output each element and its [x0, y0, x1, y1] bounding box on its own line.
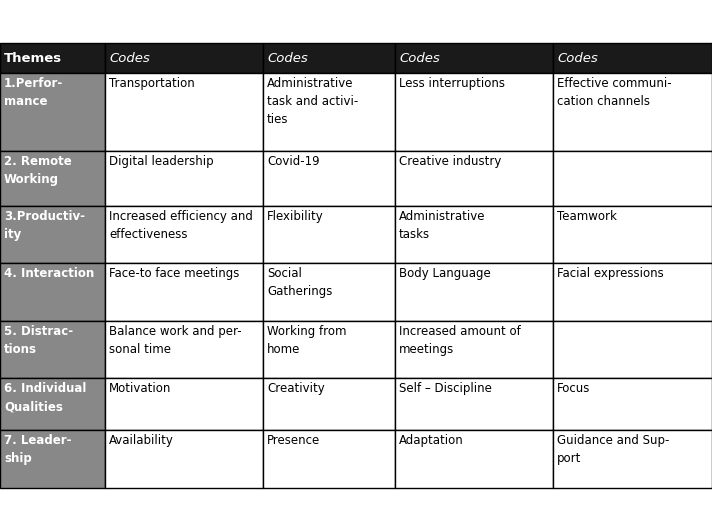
- Text: 1.Perfor-
mance: 1.Perfor- mance: [4, 77, 63, 108]
- Text: Administrative
tasks: Administrative tasks: [399, 210, 486, 241]
- Bar: [395, 206, 553, 263]
- Bar: [0, 73, 105, 151]
- Text: Motivation: Motivation: [109, 382, 172, 395]
- Bar: [553, 263, 712, 321]
- Text: Less interruptions: Less interruptions: [399, 77, 505, 90]
- Text: Social
Gatherings: Social Gatherings: [267, 267, 333, 298]
- Text: Body Language: Body Language: [399, 267, 491, 280]
- Bar: [263, 378, 395, 430]
- Bar: [0, 378, 105, 430]
- Bar: [263, 263, 395, 321]
- Text: Transportation: Transportation: [109, 77, 195, 90]
- Text: Presence: Presence: [267, 434, 320, 447]
- Text: Guidance and Sup-
port: Guidance and Sup- port: [557, 434, 669, 465]
- Text: Focus: Focus: [557, 382, 590, 395]
- Text: Creativity: Creativity: [267, 382, 325, 395]
- Bar: [395, 73, 553, 151]
- Bar: [395, 321, 553, 378]
- Text: Administrative
task and activi-
ties: Administrative task and activi- ties: [267, 77, 358, 126]
- Text: Digital leadership: Digital leadership: [109, 155, 214, 168]
- Text: Covid-19: Covid-19: [267, 155, 320, 168]
- Text: Codes: Codes: [109, 52, 150, 64]
- Bar: [395, 263, 553, 321]
- Bar: [553, 378, 712, 430]
- Text: Facial expressions: Facial expressions: [557, 267, 664, 280]
- Bar: [395, 43, 553, 73]
- Bar: [263, 206, 395, 263]
- Bar: [0, 43, 105, 73]
- Bar: [105, 430, 263, 488]
- Text: Creative industry: Creative industry: [399, 155, 501, 168]
- Bar: [263, 430, 395, 488]
- Bar: [105, 378, 263, 430]
- Text: Increased amount of
meetings: Increased amount of meetings: [399, 325, 520, 356]
- Text: Codes: Codes: [267, 52, 308, 64]
- Bar: [395, 151, 553, 206]
- Text: 2. Remote
Working: 2. Remote Working: [4, 155, 72, 186]
- Bar: [395, 430, 553, 488]
- Text: Working from
home: Working from home: [267, 325, 347, 356]
- Bar: [553, 43, 712, 73]
- Bar: [105, 263, 263, 321]
- Text: Face-to face meetings: Face-to face meetings: [109, 267, 239, 280]
- Text: Flexibility: Flexibility: [267, 210, 324, 223]
- Bar: [263, 43, 395, 73]
- Bar: [105, 43, 263, 73]
- Bar: [0, 206, 105, 263]
- Bar: [105, 206, 263, 263]
- Bar: [0, 321, 105, 378]
- Bar: [553, 73, 712, 151]
- Text: Effective communi-
cation channels: Effective communi- cation channels: [557, 77, 671, 108]
- Text: 7. Leader-
ship: 7. Leader- ship: [4, 434, 71, 465]
- Text: Self – Discipline: Self – Discipline: [399, 382, 492, 395]
- Bar: [263, 151, 395, 206]
- Text: Adaptation: Adaptation: [399, 434, 464, 447]
- Text: Increased efficiency and
effectiveness: Increased efficiency and effectiveness: [109, 210, 253, 241]
- Bar: [553, 321, 712, 378]
- Text: Codes: Codes: [399, 52, 440, 64]
- Bar: [0, 263, 105, 321]
- Bar: [395, 378, 553, 430]
- Text: Themes: Themes: [4, 52, 62, 64]
- Bar: [553, 206, 712, 263]
- Text: Balance work and per-
sonal time: Balance work and per- sonal time: [109, 325, 241, 356]
- Bar: [105, 151, 263, 206]
- Text: Codes: Codes: [557, 52, 598, 64]
- Bar: [553, 151, 712, 206]
- Text: 5. Distrac-
tions: 5. Distrac- tions: [4, 325, 73, 356]
- Text: 4. Interaction: 4. Interaction: [4, 267, 94, 280]
- Text: Availability: Availability: [109, 434, 174, 447]
- Text: 6. Individual
Qualities: 6. Individual Qualities: [4, 382, 86, 413]
- Bar: [105, 73, 263, 151]
- Text: Teamwork: Teamwork: [557, 210, 617, 223]
- Text: 3.Productiv-
ity: 3.Productiv- ity: [4, 210, 85, 241]
- Bar: [263, 321, 395, 378]
- Bar: [553, 430, 712, 488]
- Bar: [0, 430, 105, 488]
- Bar: [263, 73, 395, 151]
- Bar: [0, 151, 105, 206]
- Bar: [105, 321, 263, 378]
